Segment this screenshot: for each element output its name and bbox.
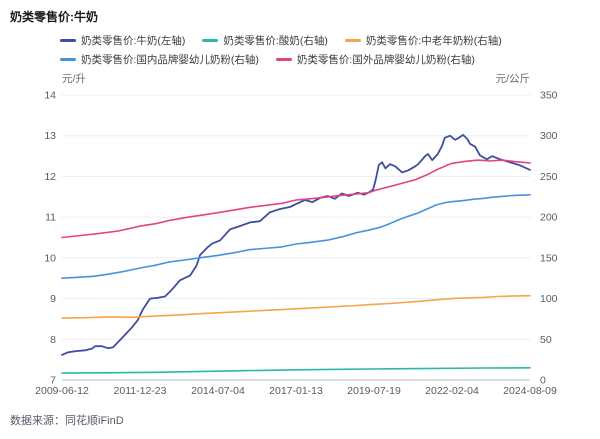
right-axis-tick-label: 250 bbox=[540, 171, 558, 183]
legend-item-label: 奶类零售价:牛奶(左轴) bbox=[81, 35, 186, 47]
legend-row: 奶类零售价:牛奶(左轴) 奶类零售价:酸奶(右轴) 奶类零售价:中老年奶粉(右轴) bbox=[60, 33, 502, 48]
data-source-note: 数据来源：同花顺iFinD bbox=[10, 415, 124, 427]
legend-item-label: 奶类零售价:国外品牌婴幼儿奶粉(右轴) bbox=[296, 54, 475, 66]
right-axis-tick-label: 100 bbox=[540, 293, 558, 305]
x-axis-tick-label: 2024-08-09 bbox=[503, 385, 557, 397]
legend-line-swatch-icon bbox=[202, 39, 219, 42]
legend-item[interactable]: 奶类零售价:酸奶(右轴) bbox=[202, 33, 328, 48]
legend-item[interactable]: 奶类零售价:中老年奶粉(右轴) bbox=[344, 33, 502, 48]
legend-line-swatch-icon bbox=[60, 58, 76, 61]
legend-item-label: 奶类零售价:国内品牌婴幼儿奶粉(右轴) bbox=[81, 54, 259, 66]
right-axis-tick-label: 50 bbox=[540, 334, 552, 346]
x-axis-tick-label: 2017-01-13 bbox=[269, 385, 323, 397]
legend-item[interactable]: 奶类零售价:国内品牌婴幼儿奶粉(右轴) bbox=[60, 52, 259, 67]
left-axis-tick-label: 14 bbox=[44, 90, 56, 102]
legend-line-swatch-icon bbox=[275, 58, 292, 61]
x-axis-tick-label: 2019-07-19 bbox=[347, 385, 401, 397]
left-axis-unit-label: 元/升 bbox=[62, 73, 86, 85]
legend-item-label: 奶类零售价:中老年奶粉(右轴) bbox=[365, 35, 502, 47]
right-axis-tick-label: 300 bbox=[540, 130, 558, 142]
legend-line-swatch-icon bbox=[60, 39, 76, 42]
series-line-4 bbox=[61, 159, 531, 239]
x-axis-tick-label: 2009-06-12 bbox=[35, 385, 89, 397]
left-axis-tick-label: 11 bbox=[45, 212, 56, 224]
series-line-3 bbox=[61, 194, 531, 280]
chart-legend: 奶类零售价:牛奶(左轴) 奶类零售价:酸奶(右轴) 奶类零售价:中老年奶粉(右轴) 奶… bbox=[60, 33, 502, 67]
legend-item[interactable]: 奶类零售价:牛奶(左轴) bbox=[60, 33, 185, 48]
series-line-2 bbox=[61, 294, 531, 319]
legend-item-label: 奶类零售价:酸奶(右轴) bbox=[223, 35, 328, 47]
legend-row: 奶类零售价:国内品牌婴幼儿奶粉(右轴) 奶类零售价:国外品牌婴幼儿奶粉(右轴) bbox=[60, 52, 502, 67]
left-axis-tick-label: 12 bbox=[44, 171, 56, 183]
right-axis-unit-label: 元/公斤 bbox=[495, 73, 530, 85]
left-axis-tick-label: 9 bbox=[50, 293, 56, 305]
legend-item[interactable]: 奶类零售价:国外品牌婴幼儿奶粉(右轴) bbox=[275, 52, 475, 67]
x-axis-tick-label: 2014-07-04 bbox=[191, 385, 245, 397]
right-axis-tick-label: 150 bbox=[540, 252, 558, 264]
legend-line-swatch-icon bbox=[344, 39, 361, 42]
series-line-0 bbox=[61, 133, 531, 356]
right-axis-tick-label: 200 bbox=[540, 212, 558, 224]
left-axis-tick-label: 13 bbox=[44, 130, 56, 142]
left-axis-tick-label: 8 bbox=[50, 334, 56, 346]
right-axis-tick-label: 0 bbox=[540, 375, 546, 387]
left-axis-tick-label: 7 bbox=[50, 375, 56, 387]
x-axis-tick-label: 2022-02-04 bbox=[425, 385, 479, 397]
x-axis-tick-label: 2011-12-23 bbox=[114, 385, 167, 397]
left-axis-tick-label: 10 bbox=[44, 252, 56, 264]
series-line-1 bbox=[61, 366, 531, 374]
chart-title: 奶类零售价:牛奶 bbox=[10, 10, 98, 24]
right-axis-tick-label: 350 bbox=[540, 90, 558, 102]
